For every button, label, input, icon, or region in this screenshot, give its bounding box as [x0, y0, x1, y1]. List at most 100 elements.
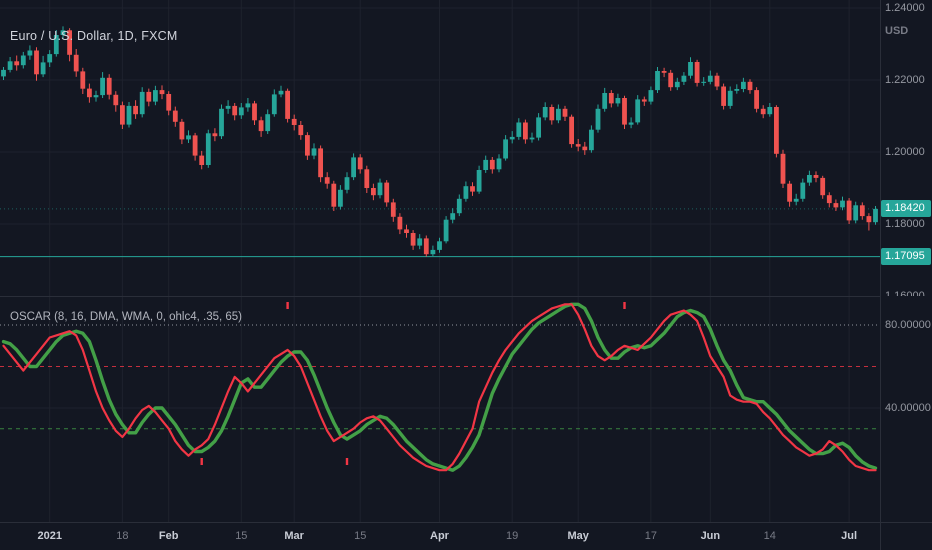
time-axis-label: 2021 — [37, 530, 62, 542]
candle — [443, 216, 449, 244]
candle — [159, 85, 165, 100]
time-axis-label: 17 — [644, 530, 658, 542]
indicator-axis-label: 40.00000 — [885, 401, 931, 414]
candle — [714, 72, 720, 91]
candle — [34, 47, 39, 81]
candle — [556, 104, 561, 124]
candle — [331, 180, 337, 211]
candle — [271, 89, 277, 117]
candle — [602, 87, 608, 112]
price-axis-label: 1.22000 — [885, 74, 925, 86]
candle — [516, 118, 522, 140]
price-axis-label: 1.16000 — [885, 290, 925, 296]
candle — [549, 104, 555, 125]
candle — [688, 57, 693, 79]
candle — [470, 182, 475, 196]
symbol-legend[interactable]: Euro / U.S. Dollar, 1D, FXCM — [10, 29, 178, 43]
last-price-badge: 1.18420 — [881, 200, 931, 218]
candle — [67, 28, 72, 62]
candle — [166, 91, 172, 116]
candle — [760, 105, 766, 119]
candle — [430, 245, 436, 256]
candle — [410, 230, 416, 250]
candle — [80, 67, 86, 94]
price-axis-label: 1.20000 — [885, 146, 925, 158]
candle — [674, 77, 680, 91]
signal-marker — [286, 302, 289, 309]
candle — [866, 213, 872, 231]
indicator-axis[interactable]: 80.00000 40.00000 — [881, 296, 932, 522]
time-axis-label: Jul — [841, 530, 858, 542]
candle — [741, 77, 746, 93]
candle — [351, 153, 356, 181]
candle — [707, 70, 713, 85]
candle — [417, 234, 423, 250]
candle — [298, 121, 304, 140]
time-axis-label: Feb — [158, 530, 179, 542]
candle — [807, 170, 812, 186]
candle — [238, 103, 244, 119]
candle — [324, 172, 330, 189]
candle — [146, 88, 152, 107]
time-axis[interactable]: 2021 18 Feb 15 Mar 15 Apr 19 May 17 Jun 14 Jul — [0, 523, 880, 550]
candle — [404, 224, 409, 238]
candle — [780, 149, 786, 188]
candle — [212, 128, 218, 142]
candle — [199, 150, 205, 170]
candle — [800, 178, 806, 202]
candle — [93, 90, 99, 102]
candle — [291, 114, 297, 131]
candle — [536, 113, 541, 141]
candle — [7, 57, 13, 73]
indicator-legend[interactable]: OSCAR (8, 16, DMA, WMA, 0, ohlc4, .35, 6… — [10, 311, 242, 323]
candle — [305, 132, 310, 160]
candle — [523, 119, 528, 144]
candle — [133, 100, 138, 119]
candle — [542, 102, 548, 121]
candle — [172, 106, 178, 127]
price-axis-label: 1.24000 — [885, 2, 925, 14]
candle — [787, 180, 792, 207]
candle — [721, 83, 726, 110]
candle — [655, 67, 660, 93]
price-axis[interactable]: USD 1.18420 1.17095 1.24000 1.22000 1.2000… — [881, 0, 932, 296]
candle — [694, 59, 700, 87]
time-axis-label: Mar — [284, 530, 304, 542]
candle — [456, 194, 462, 217]
candle — [793, 193, 799, 206]
candle — [727, 86, 733, 109]
candle — [106, 74, 112, 100]
candle — [377, 178, 383, 199]
candle — [53, 30, 59, 57]
candle — [641, 96, 647, 106]
time-axis-label: 19 — [506, 530, 519, 542]
candle — [846, 198, 852, 224]
candle — [622, 95, 627, 129]
candle — [100, 72, 105, 98]
candle — [384, 180, 390, 207]
candle — [575, 139, 581, 152]
time-axis-label: Apr — [430, 530, 449, 542]
time-axis-label: 14 — [763, 530, 776, 542]
candle — [87, 83, 92, 103]
indicator-axis-label: 80.00000 — [885, 319, 931, 332]
candle — [423, 235, 429, 257]
candle — [232, 103, 238, 121]
candles — [1, 26, 878, 257]
time-axis-label: Jun — [700, 530, 721, 542]
candle — [635, 95, 641, 125]
candle — [489, 157, 495, 174]
candle — [278, 85, 284, 98]
candle — [179, 118, 185, 145]
candle — [615, 93, 621, 107]
horizontal-line-price-badge[interactable]: 1.17095 — [881, 248, 931, 266]
candle — [126, 102, 132, 128]
candle — [73, 49, 79, 77]
candle — [60, 26, 66, 40]
candle — [186, 130, 191, 143]
candle — [285, 88, 290, 123]
candle — [476, 165, 482, 194]
candle — [734, 84, 740, 94]
